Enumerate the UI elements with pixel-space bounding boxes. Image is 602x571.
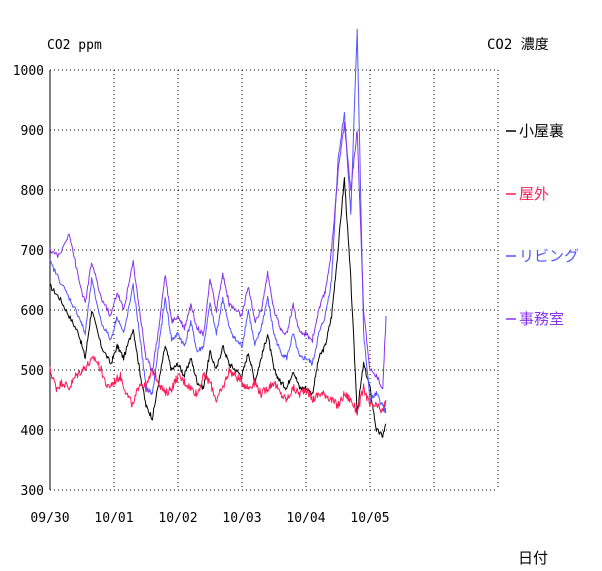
legend-label: 事務室 xyxy=(519,310,564,328)
legend-entry-3: 事務室 xyxy=(506,310,564,328)
legend-label: 小屋裏 xyxy=(519,122,564,140)
y-tick-label: 300 xyxy=(21,484,44,499)
legend-entry-2: リビング xyxy=(506,247,579,265)
grid xyxy=(49,69,499,491)
y-tick-label: 800 xyxy=(21,184,44,199)
x-tick-label: 10/01 xyxy=(94,511,133,526)
x-tick-label: 09/30 xyxy=(30,511,69,526)
series-line-2 xyxy=(49,28,387,413)
legend-entry-0: 小屋裏 xyxy=(506,122,564,140)
series-line-3 xyxy=(49,121,387,390)
series-line-0 xyxy=(49,177,387,438)
y-axis-label: CO2 ppm xyxy=(47,38,102,53)
x-tick-label: 10/03 xyxy=(222,511,261,526)
x-axis-label: 日付 xyxy=(518,549,548,567)
x-tick-label: 10/05 xyxy=(350,511,389,526)
x-tick-label: 10/04 xyxy=(286,511,325,526)
y-tick-labels: 300 400 500 600 700 800 900 1000 xyxy=(13,64,44,499)
legend-entry-1: 屋外 xyxy=(506,185,549,203)
x-tick-label: 10/02 xyxy=(158,511,197,526)
y-tick-label: 1000 xyxy=(13,64,44,79)
y-tick-label: 500 xyxy=(21,364,44,379)
y-tick-label: 400 xyxy=(21,424,44,439)
legend-label: リビング xyxy=(519,247,579,265)
series-line-1 xyxy=(49,355,387,416)
legend-label: 屋外 xyxy=(519,185,549,203)
chart-title: CO2 濃度 xyxy=(487,37,549,53)
series-lines xyxy=(49,28,387,438)
y-tick-label: 700 xyxy=(21,244,44,259)
x-tick-labels: 09/30 10/01 10/02 10/03 10/04 10/05 xyxy=(30,511,389,526)
y-tick-label: 600 xyxy=(21,304,44,319)
y-tick-label: 900 xyxy=(21,124,44,139)
